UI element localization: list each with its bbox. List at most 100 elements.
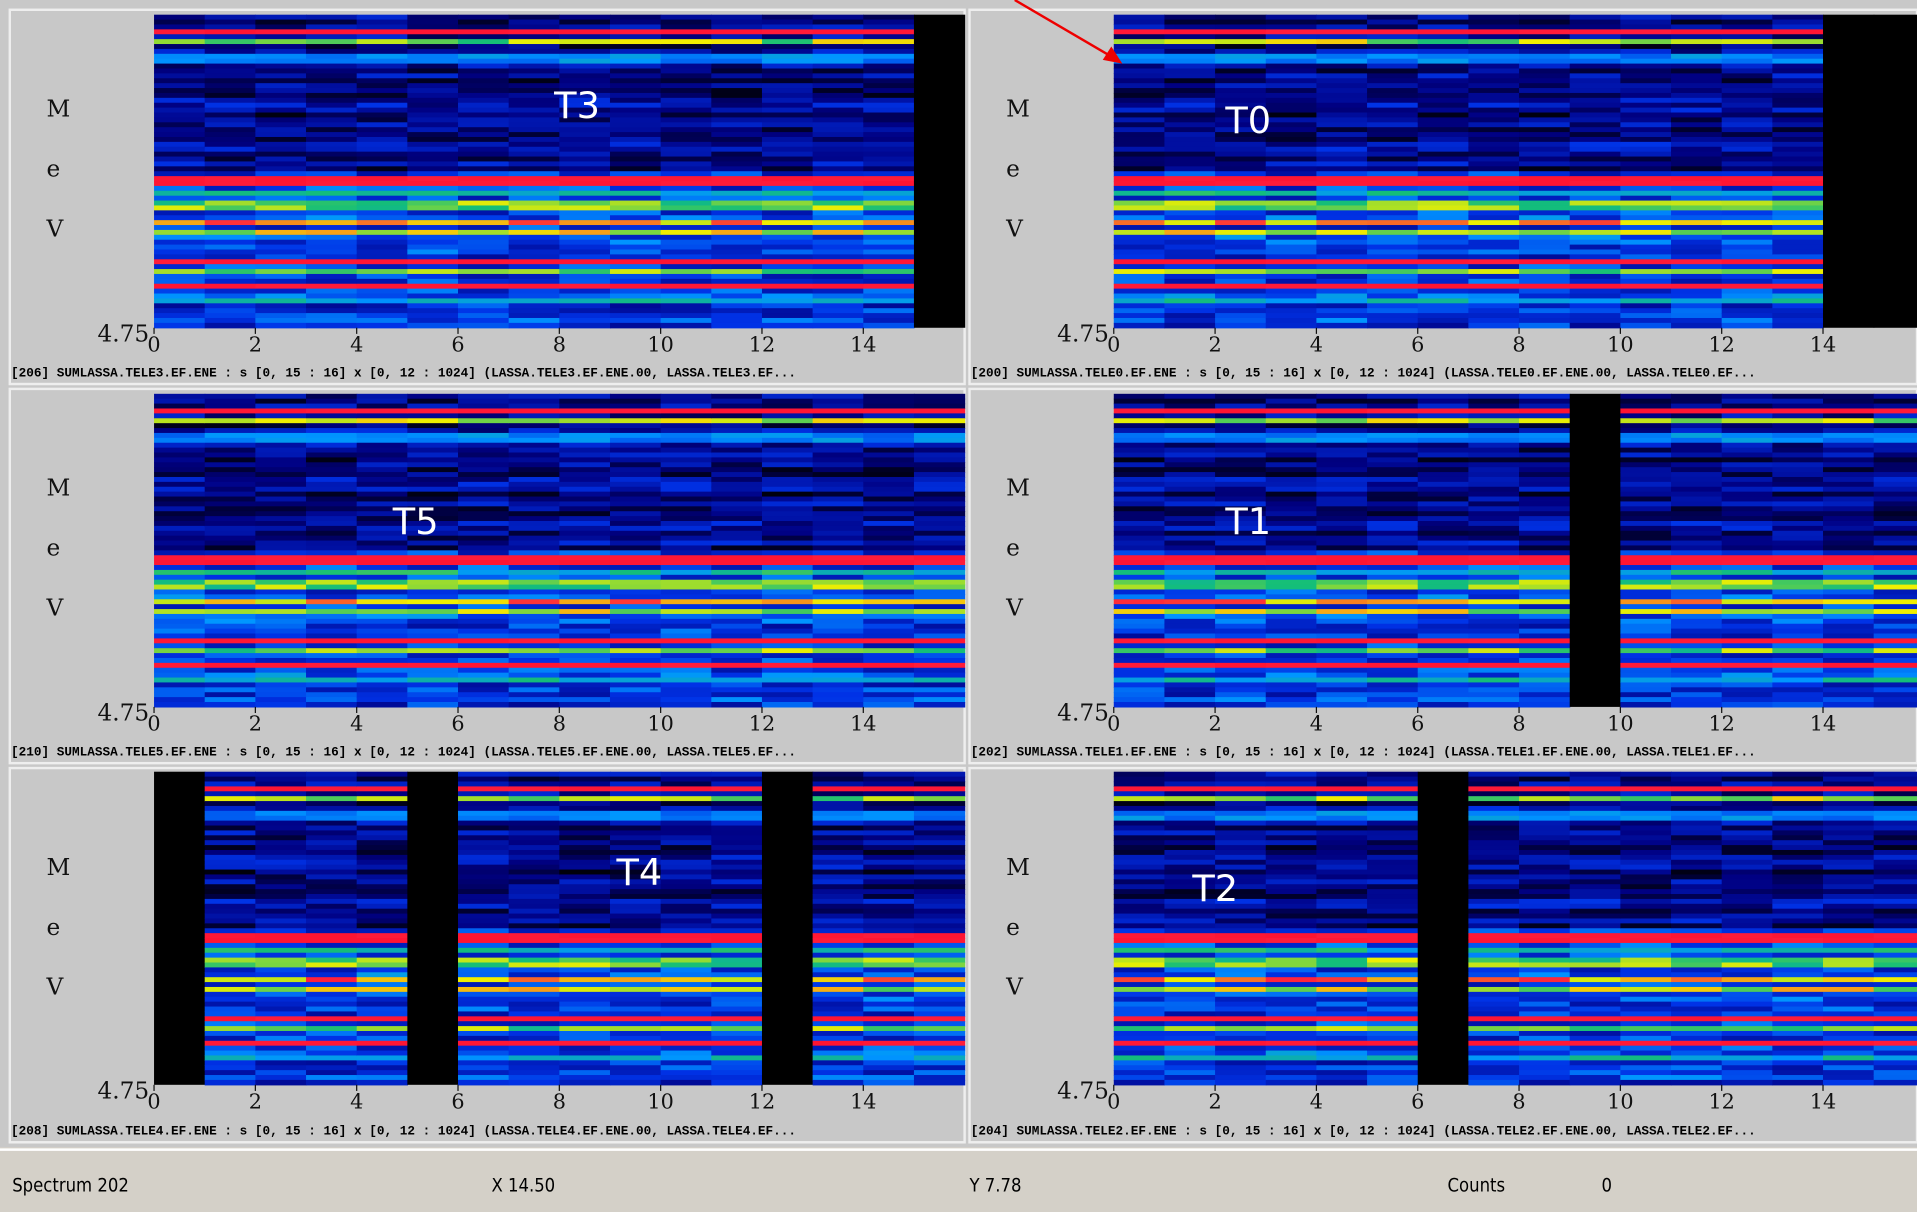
- heatmap-cell: [913, 521, 966, 527]
- heatmap-cell: [1113, 830, 1166, 836]
- heatmap-cell: [1569, 136, 1621, 143]
- heatmap-cell: [559, 1006, 611, 1013]
- heatmap-cell: [863, 1026, 915, 1032]
- heatmap-cell: [508, 44, 560, 50]
- heatmap-cell: [1113, 181, 1166, 187]
- heatmap-cell: [306, 68, 358, 74]
- heatmap-cell: [508, 176, 560, 182]
- heatmap-cell: [1772, 303, 1824, 309]
- heatmap-cell: [1113, 938, 1166, 944]
- heatmap-cell: [458, 594, 510, 600]
- heatmap-cell: [1367, 393, 1419, 400]
- heatmap-cell: [204, 1060, 256, 1066]
- heatmap-cell: [1164, 254, 1216, 260]
- heatmap-cell: [1316, 574, 1368, 581]
- heatmap-cell: [1164, 1065, 1216, 1071]
- heatmap-cell: [863, 398, 915, 405]
- heatmap-cell: [761, 146, 814, 153]
- heatmap-cell: [204, 122, 256, 128]
- heatmap-cell: [1164, 200, 1216, 207]
- heatmap-cell: [1569, 210, 1621, 216]
- heatmap-cell: [1772, 555, 1824, 561]
- heatmap-cell: [255, 501, 307, 507]
- heatmap-cell: [660, 957, 712, 964]
- heatmap-cell: [356, 697, 408, 703]
- heatmap-cell: [1417, 565, 1470, 571]
- heatmap-cell: [204, 957, 256, 964]
- heatmap-cell: [863, 244, 915, 251]
- heatmap-cell: [609, 609, 662, 615]
- heatmap-cell: [1620, 29, 1672, 35]
- heatmap-cell: [711, 555, 763, 561]
- heatmap-cell: [508, 516, 560, 522]
- heatmap-cell: [255, 462, 307, 468]
- heatmap-cell: [255, 97, 307, 104]
- heatmap-cell: [407, 29, 459, 35]
- heatmap-cell: [1113, 501, 1166, 507]
- heatmap-cell: [458, 452, 510, 459]
- heatmap-cell: [1164, 913, 1216, 920]
- heatmap-cell: [1367, 672, 1419, 679]
- heatmap-cell: [407, 535, 459, 542]
- heatmap-cell: [812, 996, 864, 1003]
- heatmap-cell: [913, 643, 966, 649]
- heatmap-cell: [1671, 283, 1723, 290]
- heatmap-cell: [660, 190, 712, 197]
- heatmap-cell: [1316, 594, 1368, 600]
- heatmap-cell: [154, 29, 206, 35]
- heatmap-cell: [356, 210, 408, 216]
- heatmap-cell: [407, 63, 459, 70]
- heatmap-cell: [1164, 1040, 1216, 1047]
- heatmap-cell: [609, 952, 662, 959]
- heatmap-cell: [660, 132, 712, 138]
- heatmap-cell: [812, 1075, 864, 1081]
- heatmap-cell: [407, 545, 459, 551]
- heatmap-cell: [1721, 156, 1773, 163]
- heatmap-cell: [306, 166, 358, 172]
- heatmap-cell: [1265, 398, 1318, 405]
- heatmap-cell: [913, 662, 966, 669]
- heatmap-cell: [761, 462, 814, 468]
- heatmap-cell: [204, 423, 256, 429]
- heatmap-cell: [1519, 303, 1571, 309]
- heatmap-cell: [407, 215, 459, 221]
- heatmap-cell: [1569, 166, 1621, 172]
- heatmap-cell: [1772, 481, 1824, 488]
- heatmap-cell: [356, 530, 408, 537]
- heatmap-cell: [1417, 511, 1470, 517]
- heatmap-cell: [458, 854, 510, 861]
- heatmap-cell: [1164, 244, 1216, 251]
- heatmap-cell: [306, 486, 358, 493]
- heatmap-cell: [407, 254, 459, 260]
- heatmap-cell: [1215, 530, 1267, 537]
- heatmap-cell: [1823, 628, 1875, 635]
- heatmap-cell: [913, 874, 966, 880]
- heatmap-cell: [356, 840, 408, 846]
- heatmap-cell: [1113, 545, 1166, 551]
- heatmap-cell: [559, 1070, 611, 1076]
- heatmap-cell: [1265, 181, 1318, 187]
- heatmap-cell: [1113, 1001, 1166, 1008]
- heatmap-cell: [1265, 530, 1318, 537]
- heatmap-cell: [1772, 398, 1824, 405]
- heatmap-cell: [508, 854, 560, 861]
- heatmap-cell: [407, 452, 459, 459]
- heatmap-cell: [1164, 48, 1216, 55]
- heatmap-cell: [1468, 560, 1520, 566]
- heatmap-cell: [660, 428, 712, 434]
- heatmap-cell: [913, 530, 966, 537]
- heatmap-cell: [356, 555, 408, 561]
- heatmap-cell: [812, 293, 864, 300]
- heatmap-cell: [1265, 662, 1318, 669]
- x-tick-label: 12: [749, 712, 775, 736]
- heatmap-cell: [761, 44, 814, 50]
- heatmap-cell: [1113, 210, 1166, 216]
- heatmap-cell: [508, 244, 560, 251]
- heatmap-cell: [559, 88, 611, 94]
- heatmap-cell: [356, 643, 408, 649]
- heatmap-cell: [1671, 418, 1723, 424]
- heatmap-cell: [609, 58, 662, 65]
- heatmap-cell: [1367, 555, 1419, 561]
- heatmap-cell: [356, 825, 408, 832]
- heatmap-cell: [1772, 68, 1824, 74]
